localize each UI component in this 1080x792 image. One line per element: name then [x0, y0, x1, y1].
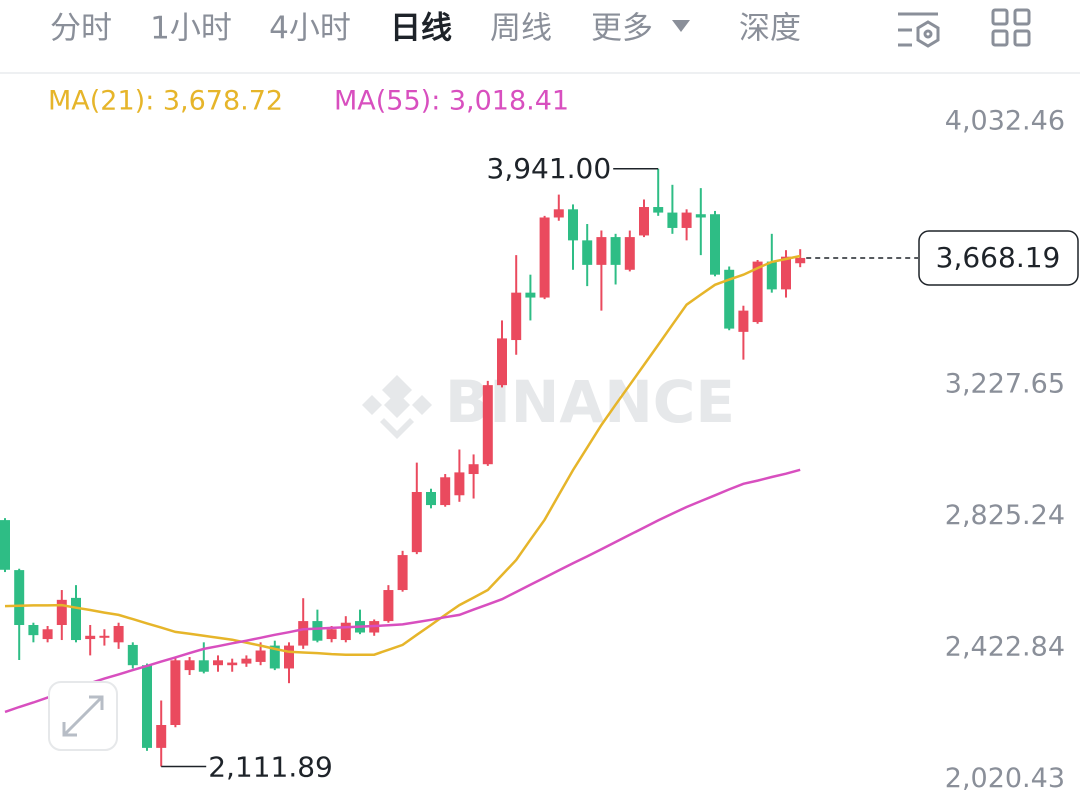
y-tick-label: 2,422.84 [945, 631, 1065, 662]
ma-line [4, 468, 801, 714]
candle-body [596, 237, 607, 265]
candle-body [482, 385, 493, 465]
y-tick-label: 2,020.43 [945, 763, 1065, 792]
candle-body [213, 660, 223, 666]
tab[interactable]: 深度 [739, 11, 801, 47]
candle-body [738, 310, 749, 332]
candle-body [198, 660, 209, 672]
candle-body [56, 599, 67, 626]
candle-body [142, 665, 152, 748]
candle-body [710, 214, 720, 275]
watermark-text: BINANCE [445, 368, 735, 436]
candle-body [397, 555, 408, 591]
candle-body [511, 292, 522, 341]
candle-body [241, 658, 252, 664]
legend-entry: MA(21): 3,678.72 [48, 86, 283, 117]
candle-body [681, 212, 692, 228]
candle-body [85, 635, 96, 640]
tab[interactable]: 4小时 [269, 11, 351, 47]
candle-body [695, 214, 706, 218]
dropdown-arrow[interactable] [672, 20, 690, 32]
candle-body [0, 520, 10, 570]
layout-icon[interactable] [991, 8, 1031, 47]
candle-body [781, 256, 791, 290]
candle-body [340, 622, 351, 641]
candle-body [298, 621, 309, 646]
legend-entry: MA(55): 3,018.41 [334, 86, 569, 117]
candle-body [610, 237, 621, 265]
candle-body [42, 629, 53, 640]
candle-body [71, 597, 81, 641]
candle-body [411, 491, 422, 553]
candle-body [184, 660, 195, 671]
high-label: 3,941.00 [487, 152, 612, 185]
candle-body [14, 570, 25, 626]
last-price-box [918, 230, 1079, 286]
y-tick-label: 3,227.65 [945, 368, 1065, 399]
candle-body [624, 237, 635, 270]
candle-body [255, 650, 266, 662]
candle-body [127, 644, 138, 666]
candle-body [28, 625, 39, 636]
ma-line [4, 254, 801, 656]
y-tick-label: 2,825.24 [945, 500, 1065, 531]
last-price-label: 3,668.19 [936, 241, 1061, 274]
candle-body [99, 635, 110, 638]
candle-body [795, 257, 806, 264]
candle-body [667, 212, 678, 228]
candle-body [284, 645, 294, 669]
candle-body [312, 621, 323, 641]
candle-body [724, 269, 735, 329]
candle-body [454, 472, 465, 496]
candle-body [653, 207, 664, 213]
candle-body [113, 625, 124, 643]
tab[interactable]: 更多 [591, 11, 653, 47]
candle-body [426, 491, 436, 506]
tab[interactable]: 日线 [390, 11, 452, 47]
candle-body [326, 629, 337, 640]
candle-body [582, 240, 593, 265]
candle-body [440, 477, 451, 506]
candle-body [468, 464, 479, 475]
y-tick-label: 4,032.46 [945, 105, 1065, 136]
candle-body [156, 725, 167, 748]
candle-body [525, 292, 536, 298]
candle-body [752, 261, 763, 323]
candle-body [497, 338, 507, 386]
candle-body [227, 662, 238, 666]
tab[interactable]: 周线 [490, 11, 552, 47]
candle-body [639, 207, 649, 236]
candle-body [383, 590, 394, 622]
candle-body [539, 217, 550, 298]
tab[interactable]: 分时 [50, 11, 112, 47]
tab[interactable]: 1小时 [150, 11, 232, 47]
plot: 3,941.00 2,111.89 3,668.19 [0, 152, 1079, 784]
expand-button[interactable] [48, 681, 118, 751]
candle-body [269, 645, 280, 669]
candle-body [766, 261, 777, 290]
watermark: BINANCE [362, 368, 735, 439]
tab-bar: 分时 1小时 4小时 日线 周线 更多 深度 [50, 11, 801, 47]
settings-icon[interactable] [898, 12, 940, 48]
candle-body [568, 209, 578, 241]
candle-body [553, 209, 564, 218]
low-label: 2,111.89 [208, 751, 333, 784]
legend: MA(21): 3,678.72 MA(55): 3,018.41 [48, 86, 569, 117]
candle-body [170, 660, 181, 726]
